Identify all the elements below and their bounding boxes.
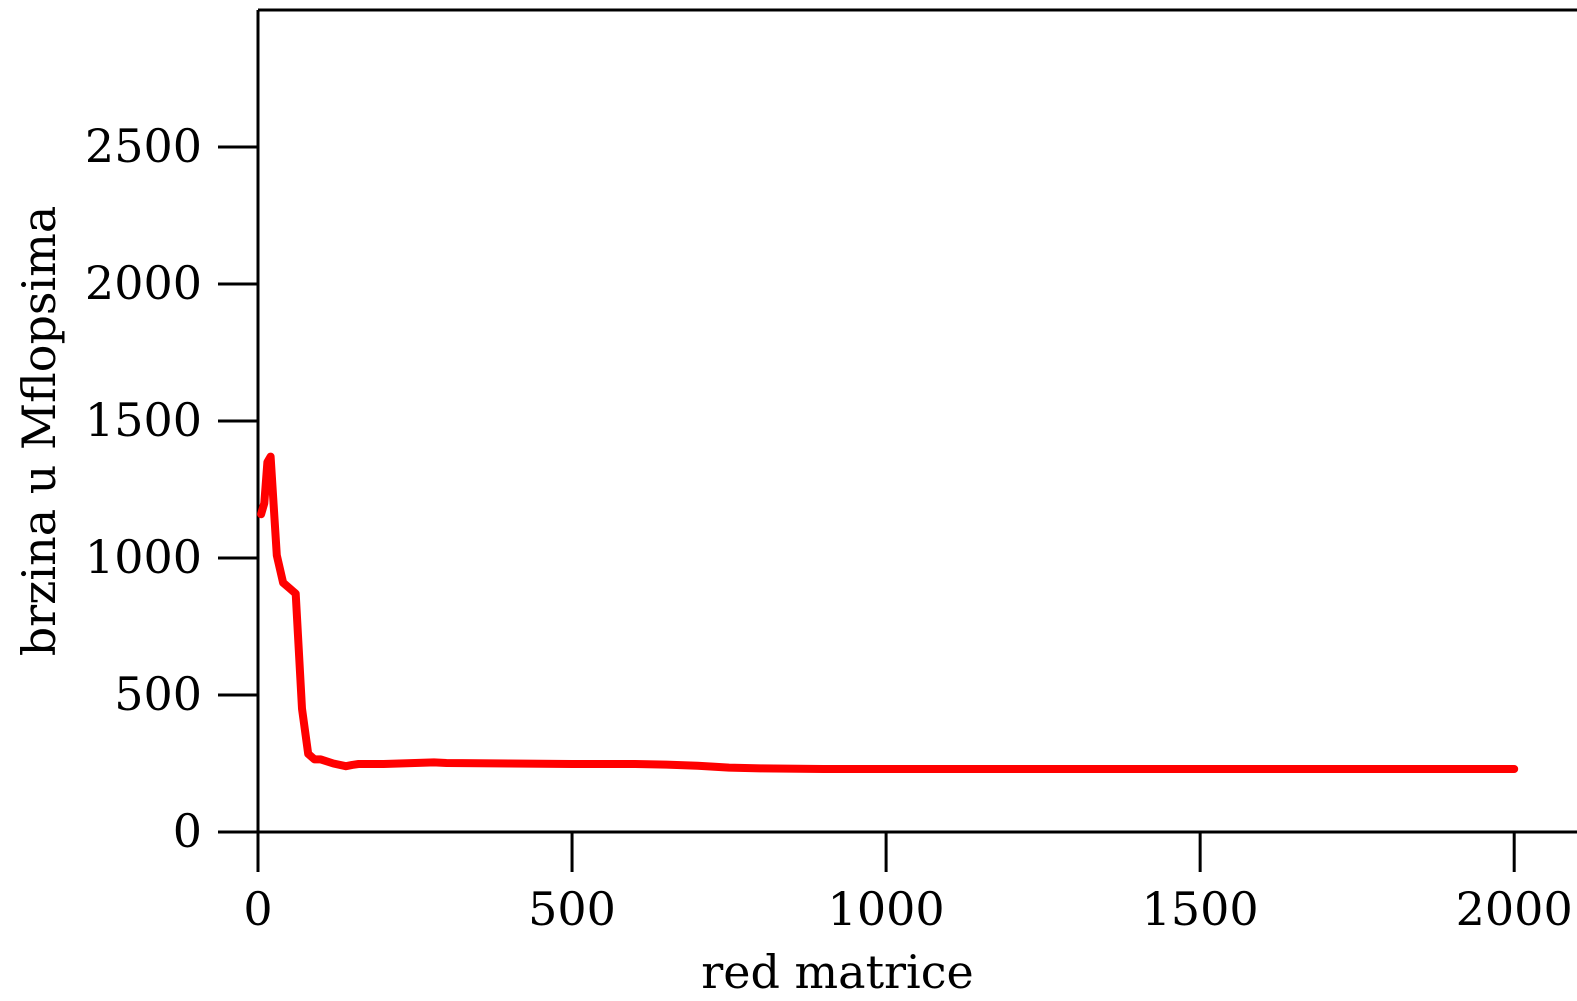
axes [256,8,1577,834]
x-tick-label: 2000 [1456,882,1573,936]
y-tick-label: 500 [114,667,202,721]
x-tick-label: 0 [243,882,272,936]
y-tick-label: 1000 [85,530,202,584]
y-tick-label: 2500 [85,119,202,173]
series-line [257,452,1519,773]
y-tick-label: 0 [173,804,202,858]
series-layer [257,452,1519,773]
y-tick-label: 1500 [85,393,202,447]
y-axis-label: brzina u Mflopsima [12,206,66,657]
x-tick-label: 1500 [1142,882,1259,936]
y-axis-ticks: 0 500 1000 1500 2000 2500 [85,119,258,858]
x-tick-label: 500 [528,882,616,936]
x-axis-label: red matrice [701,945,974,999]
y-tick-label: 2000 [85,256,202,310]
x-tick-label: 1000 [828,882,945,936]
x-axis-ticks: 0 500 1000 1500 2000 [243,832,1573,936]
